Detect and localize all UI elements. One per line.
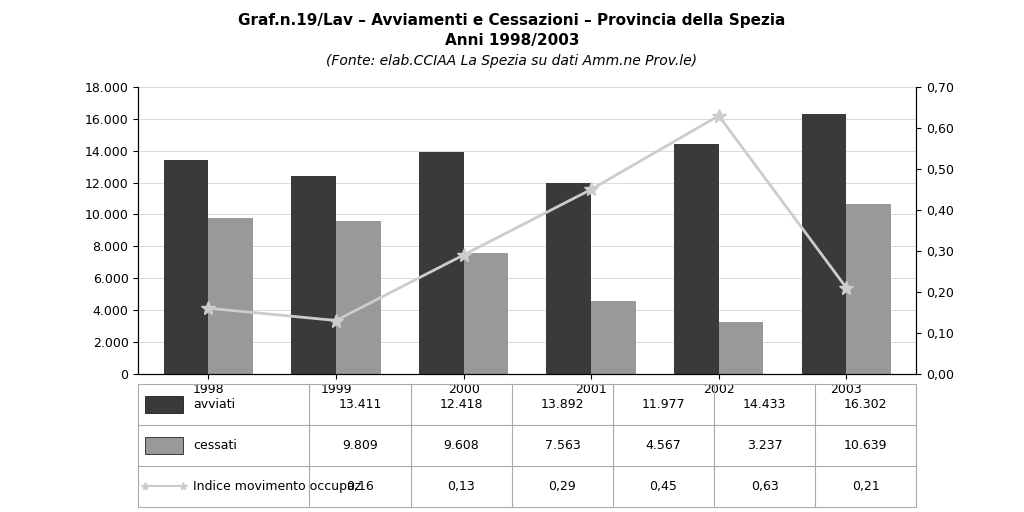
Text: 9.608: 9.608 xyxy=(443,439,479,452)
Bar xyxy=(674,144,719,374)
Text: Graf.n.19/Lav – Avviamenti e Cessazioni – Provincia della Spezia: Graf.n.19/Lav – Avviamenti e Cessazioni … xyxy=(239,13,785,28)
Bar xyxy=(719,322,763,374)
Text: Indice movimento occupaz.: Indice movimento occupaz. xyxy=(194,480,366,493)
Text: 14.433: 14.433 xyxy=(743,398,786,411)
Bar xyxy=(464,253,508,374)
Text: 0,13: 0,13 xyxy=(447,480,475,493)
Bar xyxy=(164,160,209,374)
Text: 3.237: 3.237 xyxy=(746,439,782,452)
Bar xyxy=(591,301,636,374)
Text: cessati: cessati xyxy=(194,439,237,452)
Text: 16.302: 16.302 xyxy=(844,398,888,411)
Bar xyxy=(336,221,381,374)
Text: 0,29: 0,29 xyxy=(549,480,577,493)
Text: 7.563: 7.563 xyxy=(545,439,581,452)
Text: (Fonte: elab.CCIAA La Spezia su dati Amm.ne Prov.le): (Fonte: elab.CCIAA La Spezia su dati Amm… xyxy=(327,54,697,68)
Bar xyxy=(547,183,591,374)
Text: Anni 1998/2003: Anni 1998/2003 xyxy=(444,33,580,48)
Text: 10.639: 10.639 xyxy=(844,439,888,452)
Text: 0,16: 0,16 xyxy=(346,480,374,493)
Text: 13.411: 13.411 xyxy=(338,398,382,411)
Bar xyxy=(292,176,336,374)
Text: 12.418: 12.418 xyxy=(439,398,483,411)
Text: 13.892: 13.892 xyxy=(541,398,584,411)
Text: 11.977: 11.977 xyxy=(642,398,685,411)
Text: 4.567: 4.567 xyxy=(646,439,681,452)
Bar xyxy=(802,114,846,374)
Bar xyxy=(209,218,253,374)
Text: 0,63: 0,63 xyxy=(751,480,778,493)
Text: 0,21: 0,21 xyxy=(852,480,880,493)
Text: avviati: avviati xyxy=(194,398,236,411)
Text: 9.809: 9.809 xyxy=(342,439,378,452)
Text: 0,45: 0,45 xyxy=(649,480,678,493)
Bar xyxy=(846,204,891,374)
Bar xyxy=(419,153,464,374)
